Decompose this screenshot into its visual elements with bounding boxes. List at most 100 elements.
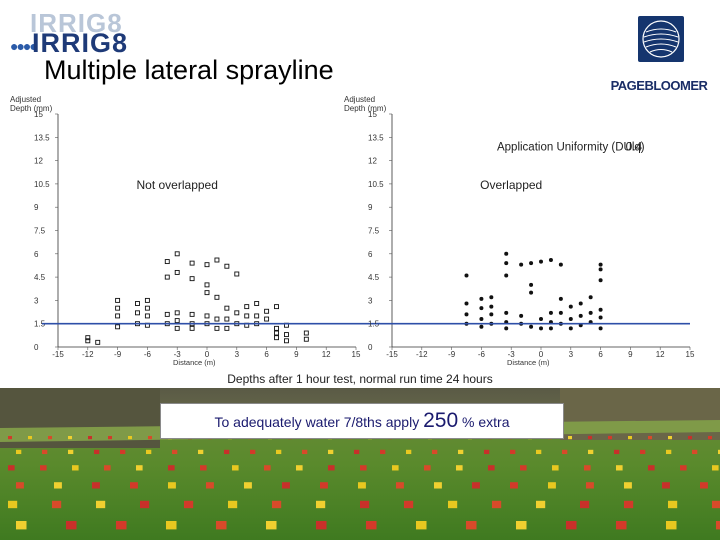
catch-cup	[216, 521, 227, 530]
catch-cup	[484, 449, 490, 455]
data-point	[164, 259, 170, 265]
pagebloomer-wordmark: PAGEBLOOMER	[610, 78, 708, 93]
data-point	[224, 325, 230, 331]
data-point	[234, 271, 240, 277]
slide-title: Multiple lateral sprayline	[44, 55, 334, 85]
data-point	[189, 260, 195, 266]
catch-cup	[16, 521, 27, 530]
catch-cup	[712, 465, 719, 471]
data-point	[504, 273, 509, 278]
catch-cup	[624, 500, 634, 509]
data-point	[519, 313, 524, 318]
data-point	[224, 305, 230, 311]
x-tick-label: -15	[386, 350, 398, 359]
pagebloomer-seal-icon	[638, 16, 684, 62]
y-tick-label: 10.5	[34, 180, 50, 189]
catch-cup	[16, 482, 24, 489]
catch-cup	[628, 436, 632, 440]
data-point	[254, 313, 260, 319]
catch-cup	[244, 482, 252, 489]
chart-overlapped: Adjusted Depth (mm) 0 1.5 3 4.5 6 7.5 9 10.5 12 13.…	[344, 95, 695, 367]
data-point	[174, 318, 180, 324]
data-point	[303, 336, 309, 342]
x-axis-label: Distance (m)	[173, 358, 216, 367]
logo-main-text: IRRIG8	[32, 28, 129, 58]
catch-cup	[108, 436, 112, 440]
catch-cup	[614, 449, 620, 455]
y-tick-label: 15	[34, 110, 43, 119]
y-tick-label: 12	[368, 157, 377, 166]
catch-cup	[282, 482, 290, 489]
catch-cup	[588, 436, 592, 440]
x-tick-label: -12	[82, 350, 94, 359]
catch-cup	[456, 465, 463, 471]
data-point	[164, 274, 170, 280]
catch-cup	[296, 465, 303, 471]
data-point	[464, 273, 469, 278]
data-point	[529, 261, 534, 266]
data-point	[174, 251, 180, 257]
catch-cup	[184, 500, 194, 509]
catch-cup	[8, 465, 15, 471]
x-tick-label: -9	[448, 350, 456, 359]
catch-cup	[136, 465, 143, 471]
catch-cup	[316, 500, 326, 509]
data-point	[234, 310, 240, 316]
callout-box: To adequately water 7/8ths apply 250 % e…	[160, 403, 564, 439]
uniformity-value: 0.4	[626, 139, 643, 153]
data-point	[479, 296, 484, 301]
x-tick-label: -12	[416, 350, 428, 359]
catch-cup	[662, 482, 670, 489]
data-point	[115, 297, 121, 303]
catch-cup	[200, 465, 207, 471]
catch-cup	[608, 436, 612, 440]
data-point	[588, 295, 593, 300]
catch-cup	[168, 465, 175, 471]
data-point	[479, 317, 484, 322]
catch-cup	[568, 436, 572, 440]
y-tick-label: 0	[34, 343, 39, 352]
y-tick-label: 4.5	[368, 273, 380, 282]
data-point	[519, 262, 524, 267]
catch-cup	[66, 521, 77, 530]
data-point	[115, 305, 121, 311]
data-point	[504, 326, 509, 331]
callout-prefix: To adequately water 7/8ths apply	[214, 414, 420, 430]
data-point	[598, 307, 603, 312]
data-point	[214, 257, 220, 263]
catch-cup	[588, 449, 594, 455]
data-point	[144, 305, 150, 311]
catch-cup	[130, 482, 138, 489]
x-tick-label: -6	[144, 350, 152, 359]
y-tick-label: 12	[34, 157, 43, 166]
data-point	[244, 304, 250, 310]
data-point	[224, 316, 230, 322]
catch-cup	[172, 449, 178, 455]
data-point	[189, 311, 195, 317]
data-point	[214, 294, 220, 300]
catch-cup	[72, 465, 79, 471]
catch-cup	[396, 482, 404, 489]
x-tick-label: -15	[52, 350, 64, 359]
data-point	[214, 316, 220, 322]
x-tick-label: 15	[352, 350, 361, 359]
catch-cup	[708, 436, 712, 440]
catch-cup	[458, 449, 464, 455]
callout-value: 250	[423, 409, 459, 432]
catch-cup	[316, 521, 327, 530]
data-point	[164, 311, 170, 317]
catch-cup	[466, 521, 477, 530]
catch-cup	[492, 500, 502, 509]
data-point	[548, 326, 553, 331]
data-point	[489, 304, 494, 309]
data-point	[95, 339, 101, 345]
catch-cup	[668, 436, 672, 440]
catch-cup	[88, 436, 92, 440]
catch-cup	[28, 436, 32, 440]
catch-cup	[68, 436, 72, 440]
catch-cup	[354, 449, 360, 455]
x-tick-label: 0	[539, 350, 544, 359]
catch-cup	[116, 521, 127, 530]
data-point	[274, 330, 279, 336]
catch-cup	[42, 449, 48, 455]
